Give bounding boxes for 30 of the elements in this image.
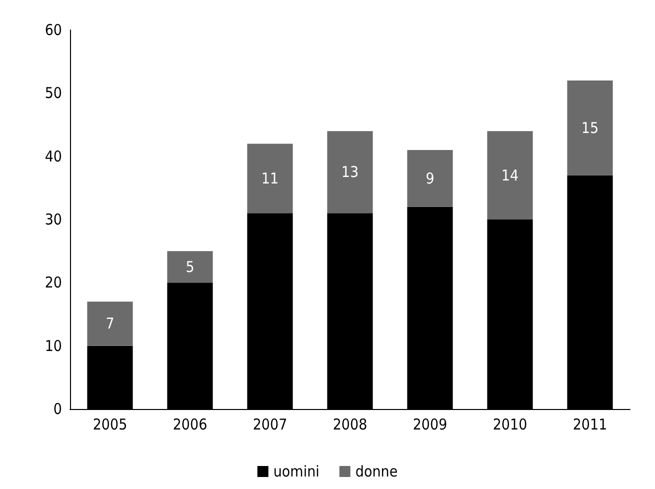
data-label: 11: [261, 169, 279, 188]
bar: [407, 150, 453, 207]
bar: [87, 302, 133, 346]
x-tick-label: 2011: [572, 416, 608, 434]
legend-label: donne: [355, 462, 398, 480]
x-tick-label: 2009: [412, 416, 448, 434]
x-tick-label: 2006: [172, 416, 208, 434]
bar: [567, 80, 613, 176]
x-tick-label: 2005: [92, 416, 128, 434]
data-label: 7: [106, 314, 114, 333]
bar: [327, 131, 373, 214]
y-tick-label: 60: [44, 21, 62, 39]
y-tick-label: 50: [44, 84, 62, 102]
x-tick-label: 2008: [332, 416, 368, 434]
y-tick-label: 0: [53, 400, 62, 418]
y-tick-label: 30: [44, 210, 62, 228]
x-tick-label: 2007: [252, 416, 288, 434]
legend-label: uomini: [273, 462, 320, 480]
x-tick-label: 2010: [492, 416, 528, 434]
data-label: 5: [186, 258, 194, 276]
data-label: 13: [341, 163, 359, 182]
y-tick-label: 20: [44, 274, 62, 292]
y-tick-label: 10: [44, 336, 62, 355]
y-tick-label: 40: [44, 147, 62, 166]
data-label: 9: [426, 169, 434, 188]
bar: [487, 131, 533, 220]
bar: [247, 144, 293, 214]
data-label: 15: [581, 118, 599, 137]
bar: [167, 251, 213, 283]
data-label: 14: [501, 166, 519, 184]
